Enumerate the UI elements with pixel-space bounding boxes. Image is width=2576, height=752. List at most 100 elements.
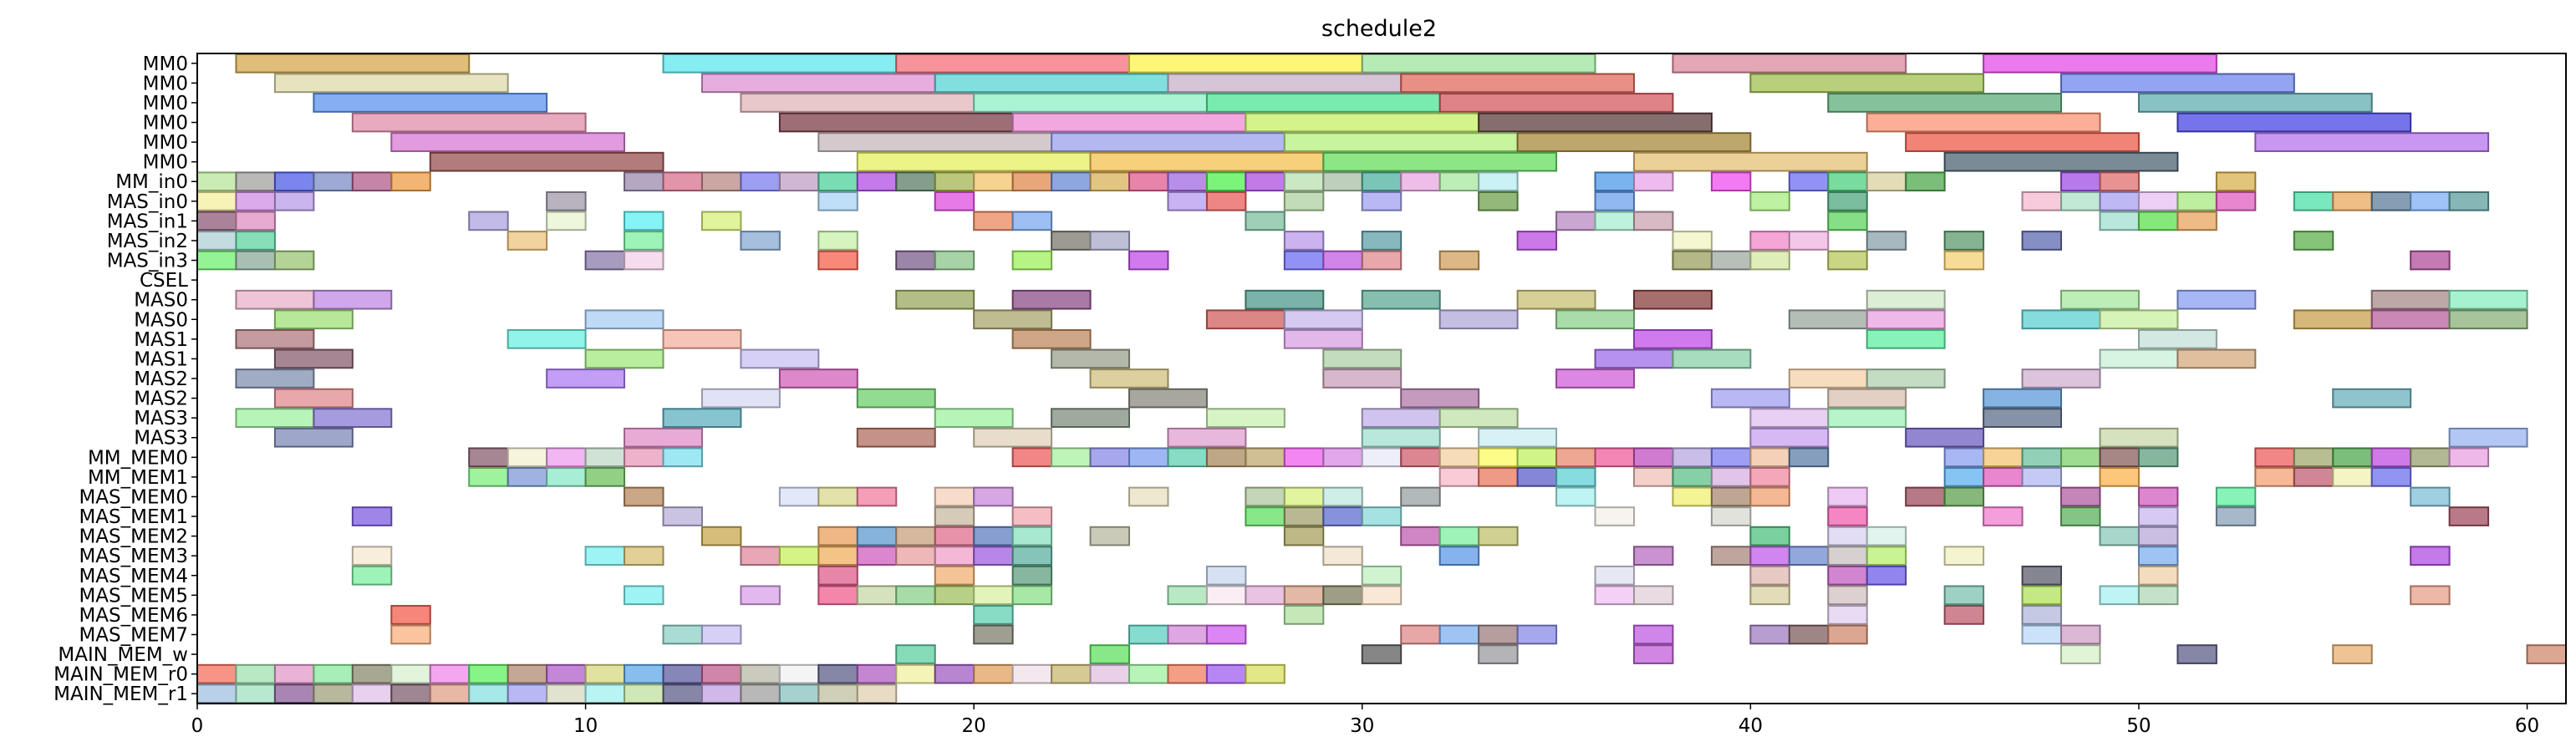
gantt-bar	[895, 171, 936, 192]
gantt-bar	[1089, 151, 1325, 172]
gantt-bar	[1283, 132, 1519, 152]
gantt-bar	[778, 171, 820, 192]
gantt-bar	[1827, 585, 1868, 606]
gantt-bar	[507, 467, 548, 487]
gantt-bar	[895, 250, 936, 271]
gantt-bar	[1905, 486, 1946, 507]
gantt-bar	[1983, 506, 2024, 526]
gantt-bar	[1632, 171, 1674, 192]
y-tick-label: MM_in0	[115, 171, 188, 193]
gantt-bar	[468, 467, 509, 487]
gantt-bar	[1283, 585, 1325, 606]
gantt-bar	[700, 73, 936, 94]
gantt-bar	[1283, 191, 1325, 211]
gantt-bar	[1749, 191, 1790, 211]
gantt-bar	[895, 53, 1131, 74]
gantt-bar	[1089, 231, 1131, 251]
gantt-bar	[1283, 250, 1325, 271]
gantt-bar	[973, 546, 1014, 567]
gantt-bar	[1555, 447, 1596, 468]
gantt-bar	[1322, 368, 1403, 389]
gantt-bar	[662, 624, 703, 645]
gantt-bar	[1205, 191, 1247, 211]
gantt-bar	[1400, 388, 1480, 409]
y-tick-label: MAS_in2	[107, 231, 188, 252]
gantt-bar	[973, 427, 1053, 448]
gantt-bar	[235, 250, 276, 271]
gantt-bar	[1089, 368, 1169, 389]
gantt-bar	[1011, 211, 1053, 231]
gantt-bar	[2021, 605, 2063, 625]
gantt-bar	[235, 329, 315, 349]
gantt-bar	[2099, 447, 2140, 468]
gantt-bar	[662, 171, 703, 192]
gantt-bar	[1827, 486, 1868, 507]
gantt-bar	[351, 565, 393, 586]
gantt-bar	[1710, 250, 1752, 271]
gantt-bar	[1051, 132, 1285, 152]
gantt-bar	[584, 447, 626, 468]
gantt-bar	[1672, 250, 1713, 271]
gantt-bar	[1943, 250, 1985, 271]
gantt-bar	[973, 624, 1014, 645]
gantt-bar	[1827, 546, 1868, 567]
gantt-bar	[1672, 467, 1713, 487]
gantt-bar	[2370, 309, 2451, 330]
gantt-bar	[429, 683, 471, 704]
gantt-bar	[1400, 73, 1635, 94]
y-axis: MM0MM0MM0MM0MM0MM0MM_in0MAS_in0MAS_in1MA…	[53, 53, 197, 705]
gantt-bar	[1478, 171, 1519, 192]
gantt-bar	[313, 408, 393, 428]
gantt-bar	[1866, 368, 1946, 389]
gantt-bar	[2370, 191, 2412, 211]
gantt-bar	[235, 663, 276, 684]
gantt-bar	[1167, 73, 1403, 94]
gantt-bar	[584, 546, 626, 567]
gantt-bar	[624, 486, 664, 507]
gantt-bar	[1555, 211, 1596, 231]
gantt-bar	[1011, 171, 1053, 192]
gantt-bar	[1438, 467, 1480, 487]
gantt-bar	[235, 683, 276, 704]
gantt-bar	[740, 171, 781, 192]
y-tick-label: MAS3	[134, 428, 188, 450]
gantt-bar	[273, 427, 354, 448]
gantt-bar	[1632, 151, 1868, 172]
gantt-bar	[740, 231, 781, 251]
gantt-bar	[662, 408, 742, 428]
gantt-bar	[1438, 624, 1480, 645]
gantt-bar	[507, 447, 548, 468]
gantt-bar	[2099, 526, 2140, 546]
gantt-bar	[1283, 329, 1363, 349]
gantt-bar	[1827, 250, 1868, 271]
gantt-bar	[1632, 644, 1674, 664]
gantt-bar	[2448, 506, 2490, 526]
gantt-bar	[1245, 506, 1285, 526]
gantt-bar	[2099, 191, 2140, 211]
gantt-bar	[1710, 486, 1752, 507]
gantt-bar	[973, 526, 1014, 546]
gantt-bar	[856, 427, 936, 448]
gantt-bar	[1827, 624, 1868, 645]
gantt-bar	[2099, 467, 2140, 487]
gantt-bar	[1710, 171, 1752, 192]
gantt-bar	[973, 171, 1014, 192]
gantt-bar	[2060, 506, 2101, 526]
gantt-bar	[1283, 526, 1325, 546]
gantt-bar	[1594, 506, 1635, 526]
gantt-bar	[1827, 211, 1868, 231]
gantt-bar	[1710, 447, 1752, 468]
y-tick-label: MM0	[143, 113, 188, 135]
gantt-bar	[2293, 447, 2334, 468]
gantt-bar	[1749, 408, 1830, 428]
gantt-bar	[1749, 447, 1790, 468]
gantt-bar	[895, 289, 975, 310]
gantt-bar	[2176, 112, 2412, 133]
gantt-bar	[390, 663, 431, 684]
gantt-bar	[934, 486, 975, 507]
gantt-bar	[351, 546, 393, 567]
gantt-bar	[2137, 191, 2179, 211]
gantt-bar	[2370, 447, 2412, 468]
gantt-bar	[778, 112, 1014, 133]
gantt-bar	[1866, 565, 1907, 586]
